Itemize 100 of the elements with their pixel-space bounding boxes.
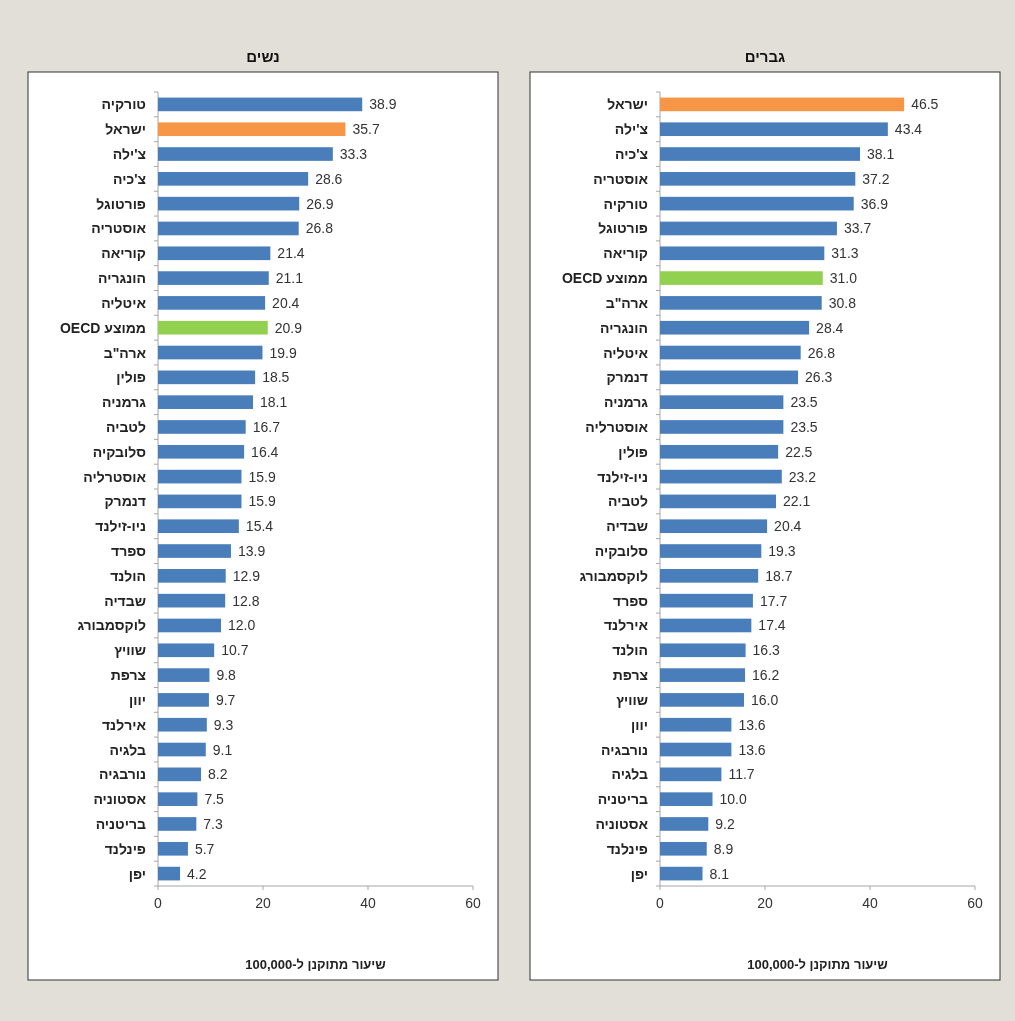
data-label: 33.3 [339, 146, 368, 163]
y-tick-label: צרפת [612, 667, 648, 684]
y-tick-label: ניו-זילנד [597, 468, 648, 485]
y-tick-label: דנמרק [104, 493, 146, 510]
bar [158, 742, 206, 757]
y-tick-label: שבדיה [606, 518, 648, 535]
data-label: 22.5 [785, 443, 813, 460]
bar [158, 444, 245, 459]
bar [660, 97, 905, 112]
bar [660, 271, 823, 285]
data-label: 20.4 [774, 518, 802, 535]
y-tick-label: לוקסמבורג [579, 567, 648, 584]
x-tick-label: 40 [360, 895, 376, 911]
x-tick-label: 60 [465, 895, 481, 911]
chart-title: גברים [744, 48, 786, 65]
bar [660, 246, 825, 261]
bar [660, 320, 810, 335]
y-tick-label: נורבגיה [601, 741, 648, 758]
bar [158, 172, 309, 186]
y-tick-label: הולנד [110, 567, 146, 584]
bar [158, 246, 271, 261]
bar [660, 569, 759, 583]
data-label: 18.5 [262, 369, 290, 386]
data-label: 8.1 [709, 865, 730, 882]
y-tick-label: יפן [128, 865, 146, 882]
bar [660, 395, 784, 409]
bar [158, 767, 202, 782]
data-label: 26.3 [805, 369, 833, 386]
y-tick-label: בריטניה [95, 815, 147, 832]
bar [660, 643, 746, 658]
data-label: 9.1 [212, 741, 233, 758]
data-label: 16.4 [251, 443, 279, 460]
bar [660, 668, 746, 682]
data-label: 38.9 [369, 96, 397, 113]
x-tick-label: 60 [967, 895, 983, 911]
bar [660, 519, 768, 534]
y-tick-label: טורקיה [603, 195, 648, 212]
y-tick-label: יוון [129, 691, 146, 708]
y-tick-label: אוסטריה [593, 170, 649, 187]
bar [158, 221, 299, 236]
bar [158, 817, 197, 831]
y-tick-label: צ'ילה [112, 146, 146, 163]
bar [660, 296, 822, 310]
y-tick-label: ספרד [111, 543, 146, 560]
bar [660, 196, 854, 211]
x-axis-title: שיעור מתוקנן ל-100,000 [245, 957, 386, 972]
data-label: 12.8 [232, 592, 260, 609]
bar [660, 494, 777, 509]
chart-title: נשים [246, 48, 280, 65]
y-tick-label: פינלנד [104, 840, 146, 857]
data-label: 37.2 [862, 170, 890, 187]
bar [660, 717, 732, 732]
data-label: 19.3 [768, 543, 796, 560]
bar [158, 693, 209, 707]
bar [660, 345, 801, 360]
data-label: 26.9 [306, 195, 334, 212]
bar [660, 444, 779, 459]
data-label: 17.4 [758, 617, 786, 634]
x-tick-label: 20 [757, 895, 773, 911]
data-label: 15.9 [248, 493, 276, 510]
y-tick-label: יוון [631, 716, 648, 733]
bar [660, 147, 861, 161]
data-label: 16.7 [252, 418, 281, 435]
y-tick-label: פינלנד [606, 840, 648, 857]
y-tick-label: פולין [618, 443, 648, 460]
bar [660, 172, 856, 186]
data-label: 11.7 [728, 766, 755, 783]
y-tick-label: לוקסמבורג [77, 617, 146, 634]
y-tick-label: שבדיה [104, 592, 146, 609]
y-tick-label: צ'ילה [614, 121, 648, 138]
y-tick-label: קוריאה [603, 245, 648, 262]
data-label: 9.3 [213, 716, 234, 733]
data-label: 12.0 [228, 617, 256, 634]
bar [158, 618, 221, 633]
y-tick-label: פורטוגל [96, 195, 146, 212]
data-label: 16.2 [752, 667, 780, 684]
data-label: 18.7 [765, 567, 793, 584]
bar [158, 370, 256, 385]
y-tick-label: פולין [116, 369, 146, 386]
bar [158, 841, 188, 856]
bar [158, 866, 181, 881]
data-label: 10.0 [719, 791, 747, 808]
data-label: 19.9 [269, 344, 297, 361]
data-label: 12.9 [232, 567, 261, 584]
data-label: 8.2 [208, 766, 228, 783]
data-label: 21.1 [275, 270, 304, 287]
data-label: 30.8 [828, 294, 857, 311]
bar [660, 370, 799, 385]
bar [158, 494, 242, 509]
y-tick-label: סלובקיה [92, 443, 146, 460]
data-label: 13.6 [738, 716, 766, 733]
data-label: 13.9 [237, 543, 266, 560]
data-label: 15.4 [245, 518, 274, 535]
data-label: 23.5 [790, 394, 818, 411]
y-tick-label: לטביה [105, 418, 146, 435]
bar [660, 817, 709, 831]
y-tick-label: הונגריה [600, 319, 648, 336]
data-label: 22.1 [783, 493, 811, 510]
bar [660, 122, 888, 137]
bar [158, 643, 215, 658]
